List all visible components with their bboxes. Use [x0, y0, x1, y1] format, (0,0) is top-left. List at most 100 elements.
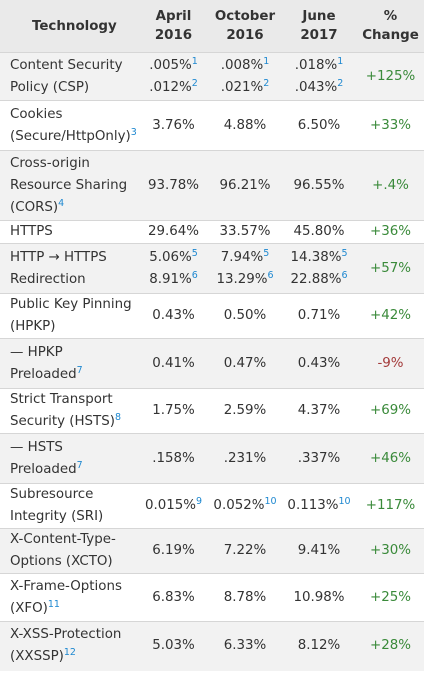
technology-name-line: (CORS) [10, 199, 59, 215]
technology-name-line: Content Security [10, 57, 123, 73]
percent-change: +46% [357, 433, 424, 484]
october-2016-value: 0.50% [209, 293, 281, 339]
cell-value: .021% [220, 79, 264, 95]
footnote-ref: 10 [264, 496, 277, 507]
cell-value: 1.75% [152, 403, 195, 418]
october-2016-value: 0.052%10 [209, 483, 281, 529]
table-row: X-Frame-Options (XFO)11 6.83% 8.78% 10.98% +2… [0, 573, 424, 622]
footnote-ref: 6 [341, 269, 348, 281]
percent-change: +42% [357, 293, 424, 339]
percent-change: +69% [357, 388, 424, 434]
technology-name-line: Cookies [10, 106, 63, 122]
footnote-ref: 2 [263, 77, 270, 89]
technology-name-line: Public Key Pinning [10, 297, 132, 312]
april-2016-value: .005%1 .012%2 [138, 52, 209, 101]
percent-change: +36% [357, 220, 424, 244]
april-2016-value: 0.43% [138, 293, 209, 339]
table-row: — HPKP Preloaded7 0.41% 0.47% 0.43% -9% [0, 338, 424, 389]
footnote-ref: 4 [58, 197, 65, 209]
april-2016-value: 6.83% [138, 573, 209, 622]
table-row: — HSTS Preloaded7 .158% .231% .337% +46% [0, 433, 424, 484]
cell-value: 0.43% [152, 308, 195, 323]
percent-change: +57% [357, 243, 424, 294]
technology-name-line: HTTPS [10, 224, 53, 239]
april-2016-value: 93.78% [138, 150, 209, 221]
footnote-ref: 7 [76, 364, 83, 376]
cell-value: 0.43% [297, 355, 341, 371]
cell-value: 5.06% [149, 249, 192, 265]
technology-name-line: X-XSS-Protection [10, 627, 122, 643]
technology-name: — HPKP Preloaded7 [0, 338, 138, 389]
technology-name-line: Preloaded [10, 366, 77, 382]
cell-value: 0.71% [297, 308, 341, 323]
footnote-ref: 11 [47, 598, 60, 610]
cell-value: 14.38% [290, 249, 342, 265]
technology-name-line: Options (XCTO) [10, 554, 113, 569]
june-2017-value: 0.71% [281, 293, 357, 339]
technology-name: — HSTS Preloaded7 [0, 433, 138, 484]
percent-change: +125% [357, 52, 424, 101]
technology-name: Public Key Pinning (HPKP) [0, 293, 138, 339]
cell-value: 13.29% [216, 271, 268, 287]
technology-name: Cross-origin Resource Sharing (CORS)4 [0, 150, 138, 221]
cell-value: .005% [149, 57, 192, 73]
april-2016-value: 0.015%9 [138, 483, 209, 529]
technology-name-line: Subresource [10, 487, 94, 502]
footnote-ref: 7 [76, 459, 83, 471]
header-row: Technology April 2016 October 2016 June 201… [0, 0, 424, 53]
table-row: Strict Transport Security (HSTS)8 1.75% 2.5… [0, 388, 424, 434]
cell-value: 5.03% [152, 638, 195, 654]
percent-change: +25% [357, 573, 424, 622]
footnote-ref: 2 [191, 77, 198, 89]
april-2016-value: 5.06%5 8.91%6 [138, 243, 209, 294]
technology-name-line: (HPKP) [10, 319, 56, 334]
cell-value: .012% [149, 79, 192, 95]
cell-value: .337% [297, 450, 341, 466]
percent-change: +28% [357, 621, 424, 671]
october-2016-value: 7.22% [209, 528, 281, 574]
footnote-ref: 12 [63, 647, 76, 659]
technology-name-line: (XXSSP) [10, 649, 64, 665]
june-2017-value: 96.55% [281, 150, 357, 221]
footnote-ref: 1 [191, 55, 198, 67]
technology-name-line: Preloaded [10, 461, 77, 477]
footnote-ref: 1 [337, 55, 344, 67]
cell-value: 0.47% [223, 355, 267, 371]
table-row: HTTP → HTTPS Redirection 5.06%5 8.91%6 7.94%… [0, 243, 424, 294]
october-2016-value: 33.57% [209, 220, 281, 244]
cell-value: 8.91% [149, 271, 192, 287]
cell-value: 6.33% [223, 638, 267, 654]
percent-change: +.4% [357, 150, 424, 221]
october-2016-value: 2.59% [209, 388, 281, 434]
footnote-ref: 5 [191, 247, 198, 259]
cell-value: 96.55% [293, 177, 345, 193]
cell-value: .231% [223, 450, 267, 466]
technology-name: Subresource Integrity (SRI) [0, 483, 138, 529]
footnote-ref: 6 [267, 269, 274, 281]
technology-name: Strict Transport Security (HSTS)8 [0, 388, 138, 434]
percent-change: +117% [357, 483, 424, 529]
april-2016-value: 0.41% [138, 338, 209, 389]
cell-value: 0.015% [144, 498, 196, 513]
technology-name-line: (XFO) [10, 600, 48, 616]
technology-name-line: (Secure/HttpOnly) [10, 128, 131, 144]
footnote-ref: 9 [196, 496, 203, 507]
header-april-2016: April 2016 [138, 0, 209, 53]
cell-value: 0.113% [287, 498, 339, 513]
technology-name: HTTP → HTTPS Redirection [0, 243, 138, 294]
june-2017-value: 6.50% [281, 100, 357, 151]
june-2017-value: 0.43% [281, 338, 357, 389]
cell-value: 4.37% [297, 403, 341, 418]
technology-name: Content Security Policy (CSP) [0, 52, 138, 101]
cell-value: 0.052% [213, 498, 265, 513]
october-2016-value: 8.78% [209, 573, 281, 622]
october-2016-value: 4.88% [209, 100, 281, 151]
technology-name-line: Integrity (SRI) [10, 509, 104, 524]
table-row: Public Key Pinning (HPKP) 0.43% 0.50% 0.71% +… [0, 293, 424, 339]
october-2016-value: 6.33% [209, 621, 281, 671]
footnote-ref: 6 [191, 269, 198, 281]
cell-value: .043% [294, 79, 338, 95]
percent-change: +30% [357, 528, 424, 574]
table-row: X-XSS-Protection (XXSSP)12 5.03% 6.33% 8.12%… [0, 621, 424, 671]
